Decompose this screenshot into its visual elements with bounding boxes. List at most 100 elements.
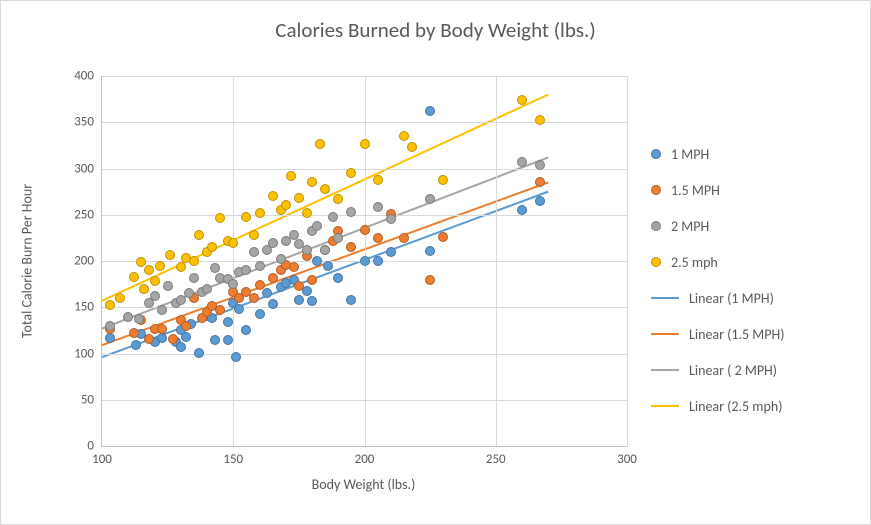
data-point bbox=[289, 262, 299, 272]
data-point bbox=[210, 263, 220, 273]
y-tick-label: 300 bbox=[74, 161, 102, 176]
data-point bbox=[176, 342, 186, 352]
data-point bbox=[517, 95, 527, 105]
legend-item: Linear ( 2 MPH) bbox=[651, 352, 856, 388]
data-point bbox=[438, 175, 448, 185]
data-point bbox=[302, 208, 312, 218]
plot-area: 050100150200250300350400100150200250300 bbox=[101, 76, 627, 447]
legend: 1 MPH 1.5 MPH 2 MPH 2.5 mph Linear (1 MPH) L… bbox=[651, 136, 856, 424]
data-point bbox=[241, 265, 251, 275]
data-point bbox=[105, 321, 115, 331]
data-point bbox=[517, 205, 527, 215]
data-point bbox=[210, 335, 220, 345]
data-point bbox=[157, 333, 167, 343]
data-point bbox=[360, 225, 370, 235]
data-point bbox=[535, 115, 545, 125]
y-tick-label: 100 bbox=[74, 346, 102, 361]
data-point bbox=[194, 230, 204, 240]
data-point bbox=[312, 256, 322, 266]
x-tick-label: 100 bbox=[92, 446, 112, 467]
data-point bbox=[241, 212, 251, 222]
data-point bbox=[373, 233, 383, 243]
y-tick-label: 400 bbox=[74, 69, 102, 84]
data-point bbox=[150, 291, 160, 301]
x-gridline bbox=[627, 76, 628, 446]
data-point bbox=[373, 256, 383, 266]
x-tick-label: 150 bbox=[223, 446, 243, 467]
data-point bbox=[215, 213, 225, 223]
data-point bbox=[181, 321, 191, 331]
data-point bbox=[139, 284, 149, 294]
data-point bbox=[286, 171, 296, 181]
data-point bbox=[255, 208, 265, 218]
legend-label: Linear (1 MPH) bbox=[689, 290, 774, 307]
data-point bbox=[425, 106, 435, 116]
data-point bbox=[307, 296, 317, 306]
data-point bbox=[535, 177, 545, 187]
legend-item: Linear (1.5 MPH) bbox=[651, 316, 856, 352]
data-point bbox=[202, 284, 212, 294]
data-point bbox=[425, 194, 435, 204]
legend-item: Linear (2.5 mph) bbox=[651, 388, 856, 424]
data-point bbox=[346, 295, 356, 305]
data-point bbox=[328, 212, 338, 222]
data-point bbox=[302, 245, 312, 255]
legend-line-icon bbox=[651, 333, 679, 335]
trendline bbox=[102, 192, 548, 358]
data-point bbox=[333, 273, 343, 283]
legend-label: 2.5 mph bbox=[671, 254, 718, 271]
data-point bbox=[360, 139, 370, 149]
y-tick-label: 250 bbox=[74, 207, 102, 222]
data-point bbox=[215, 305, 225, 315]
data-point bbox=[386, 247, 396, 257]
data-point bbox=[333, 194, 343, 204]
legend-item: 2 MPH bbox=[651, 208, 856, 244]
data-point bbox=[228, 238, 238, 248]
x-axis-title: Body Weight (lbs.) bbox=[312, 476, 416, 493]
data-point bbox=[228, 279, 238, 289]
data-point bbox=[294, 281, 304, 291]
data-point bbox=[268, 273, 278, 283]
data-point bbox=[157, 324, 167, 334]
x-tick-label: 300 bbox=[617, 446, 637, 467]
x-tick-label: 200 bbox=[355, 446, 375, 467]
data-point bbox=[123, 312, 133, 322]
data-point bbox=[399, 233, 409, 243]
data-point bbox=[262, 288, 272, 298]
data-point bbox=[268, 191, 278, 201]
legend-item: 1 MPH bbox=[651, 136, 856, 172]
legend-marker-icon bbox=[651, 149, 661, 159]
data-point bbox=[315, 139, 325, 149]
data-point bbox=[165, 250, 175, 260]
data-point bbox=[373, 202, 383, 212]
data-point bbox=[517, 157, 527, 167]
legend-marker-icon bbox=[651, 221, 661, 231]
data-point bbox=[155, 261, 165, 271]
legend-item: Linear (1 MPH) bbox=[651, 280, 856, 316]
legend-marker-icon bbox=[651, 185, 661, 195]
data-point bbox=[194, 348, 204, 358]
data-point bbox=[176, 262, 186, 272]
legend-item: 2.5 mph bbox=[651, 244, 856, 280]
data-point bbox=[207, 242, 217, 252]
y-tick-label: 200 bbox=[74, 254, 102, 269]
chart-title: Calories Burned by Body Weight (lbs.) bbox=[1, 1, 870, 43]
data-point bbox=[346, 168, 356, 178]
data-point bbox=[255, 309, 265, 319]
data-point bbox=[144, 334, 154, 344]
data-point bbox=[373, 175, 383, 185]
data-point bbox=[105, 300, 115, 310]
data-point bbox=[134, 314, 144, 324]
data-point bbox=[281, 200, 291, 210]
data-point bbox=[131, 340, 141, 350]
data-point bbox=[268, 238, 278, 248]
data-point bbox=[249, 230, 259, 240]
legend-item: 1.5 MPH bbox=[651, 172, 856, 208]
data-point bbox=[425, 246, 435, 256]
legend-label: Linear (2.5 mph) bbox=[689, 398, 782, 415]
data-point bbox=[294, 193, 304, 203]
data-point bbox=[249, 247, 259, 257]
legend-label: 1 MPH bbox=[671, 146, 709, 163]
data-point bbox=[129, 328, 139, 338]
data-point bbox=[425, 275, 435, 285]
